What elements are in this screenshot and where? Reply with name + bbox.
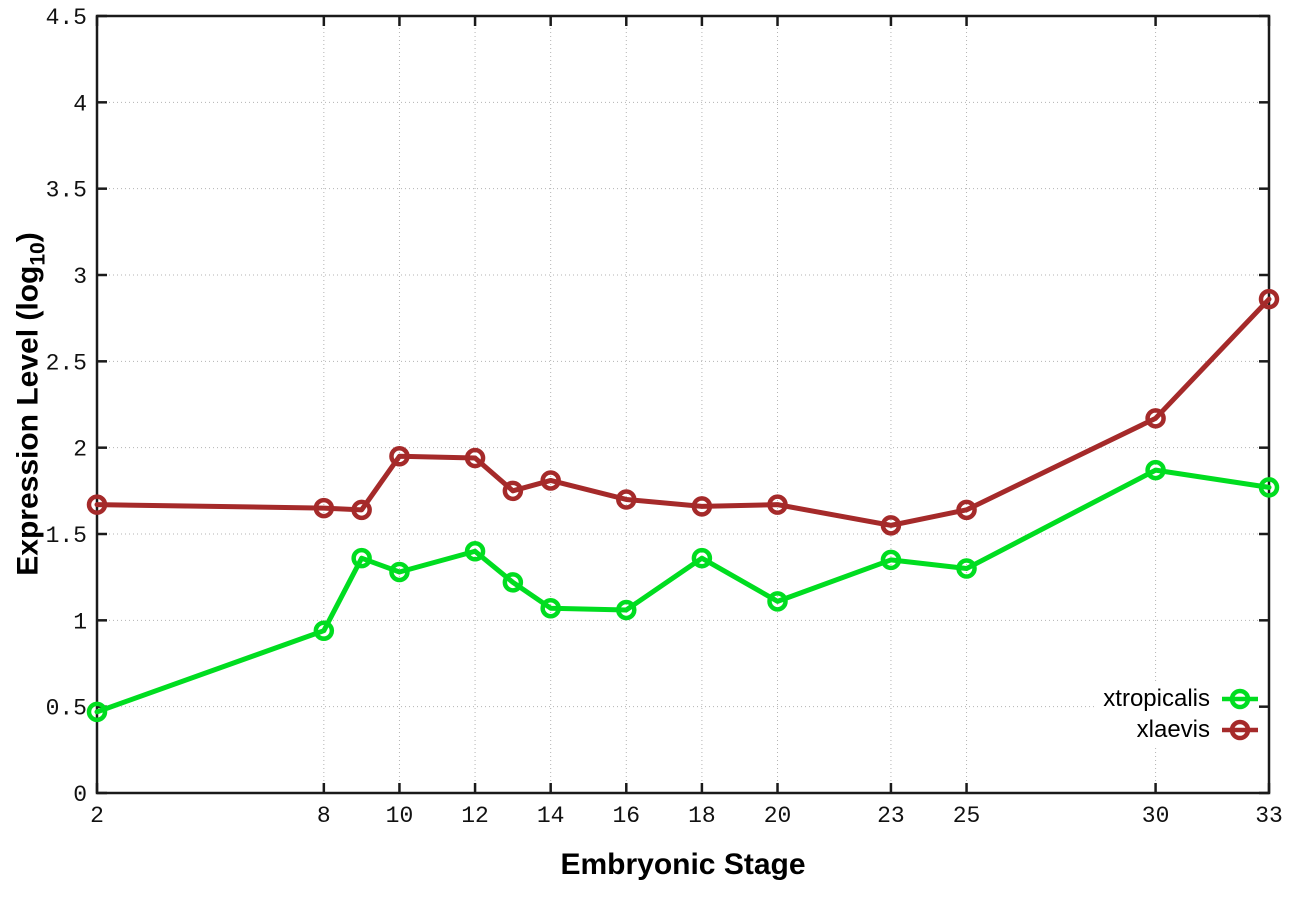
data-point-xlaevis: [616, 489, 637, 510]
y-tick-label: 3.5: [46, 178, 87, 204]
data-point-xlaevis: [389, 446, 410, 467]
data-point-xtropicalis: [616, 599, 637, 621]
y-tick-label: 4.5: [46, 5, 87, 31]
legend: xtropicalis xlaevis: [1095, 683, 1259, 745]
y-tick-label: 4: [73, 91, 87, 117]
x-axis-title: Embryonic Stage: [560, 848, 806, 881]
data-point-xlaevis: [313, 497, 335, 519]
x-tick-label: 25: [953, 803, 981, 829]
data-point-xlaevis: [540, 470, 561, 491]
x-tick-label: 14: [537, 803, 565, 829]
data-point-xtropicalis: [351, 547, 372, 569]
data-point-xtropicalis: [313, 620, 335, 641]
x-tick-label: 12: [461, 803, 489, 829]
x-tick-label: 23: [877, 803, 905, 829]
data-point-xtropicalis: [540, 597, 561, 619]
y-tick-label: 1: [73, 609, 87, 635]
x-tick-label: 8: [317, 803, 331, 829]
data-point-xlaevis: [691, 496, 713, 517]
legend-label-xtropicalis: xtropicalis: [1103, 684, 1210, 712]
x-tick-label: 16: [612, 803, 640, 829]
data-point-xtropicalis: [767, 591, 788, 612]
y-tick-label: 3: [73, 264, 87, 290]
x-tick-label: 33: [1255, 803, 1283, 829]
data-point-xlaevis: [86, 494, 108, 515]
x-tick-label: 30: [1142, 803, 1170, 829]
legend-sample-line-dot-icon: [1222, 688, 1258, 709]
y-axis-title-text: Expression Level (log: [11, 265, 45, 576]
legend-item-xtropicalis: xtropicalis: [1095, 683, 1259, 714]
data-point-xtropicalis: [464, 541, 486, 562]
y-tick-label: 2.5: [46, 350, 87, 376]
data-point-xlaevis: [351, 499, 372, 521]
y-tick-label: 0.5: [46, 696, 87, 722]
data-point-xtropicalis: [880, 549, 902, 571]
y-axis-title: Expression Level (log10): [12, 232, 51, 575]
series-line-xlaevis: [94, 296, 1272, 528]
data-point-xlaevis: [1145, 408, 1166, 429]
y-tick-label: 1.5: [46, 523, 87, 549]
data-point-xlaevis: [956, 499, 977, 521]
y-axis-title-suffix: ): [11, 232, 45, 243]
data-point-xlaevis: [502, 480, 524, 502]
data-point-xtropicalis: [691, 547, 713, 569]
x-tick-label: 20: [764, 803, 792, 829]
data-point-xtropicalis: [86, 701, 108, 723]
legend-label-xlaevis: xlaevis: [1136, 715, 1210, 743]
data-point-xlaevis: [464, 447, 486, 469]
x-tick-label: 18: [688, 803, 716, 829]
data-point-xlaevis: [767, 494, 788, 515]
data-point-xtropicalis: [956, 558, 977, 579]
data-point-xtropicalis: [1145, 459, 1166, 481]
data-point-xlaevis: [1258, 288, 1280, 310]
x-tick-label: 2: [90, 803, 104, 829]
legend-item-xlaevis: xlaevis: [1128, 714, 1259, 745]
data-point-xtropicalis: [389, 561, 410, 583]
x-tick-label: 10: [386, 803, 414, 829]
legend-sample-line-dot-icon: [1222, 719, 1258, 740]
data-point-xtropicalis: [1258, 477, 1280, 498]
y-axis-title-subscript: 10: [26, 242, 50, 266]
plot-border: [95, 14, 1271, 795]
y-tick-label: 0: [73, 782, 87, 808]
data-point-xtropicalis: [502, 572, 524, 593]
data-point-xlaevis: [880, 515, 902, 536]
y-tick-label: 2: [73, 437, 87, 463]
